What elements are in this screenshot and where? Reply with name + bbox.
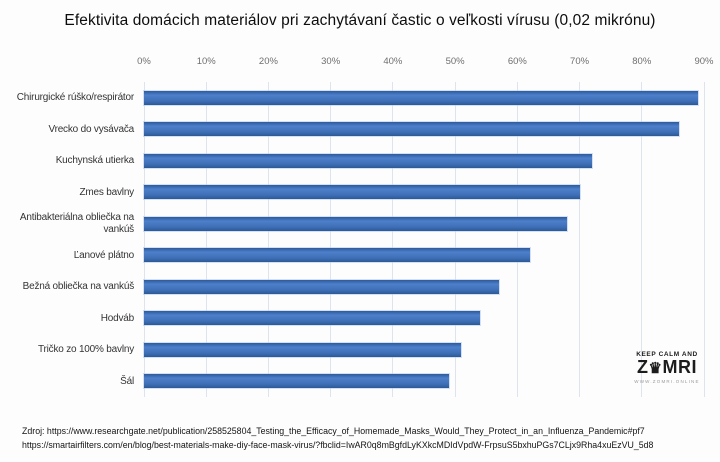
category-label: Bežná obliečka na vankúš — [22, 281, 135, 292]
x-axis-tick: 0% — [137, 56, 151, 67]
bar-4 — [144, 185, 580, 200]
category-axis: Chirurgické rúško/respirátor Vrecko do vy… — [0, 82, 138, 397]
bar-row — [144, 177, 704, 209]
source-line-1: Zdroj: https://www.researchgate.net/publ… — [22, 426, 645, 436]
bar-2 — [144, 122, 680, 137]
gridline — [516, 82, 518, 397]
bar-9 — [144, 342, 462, 357]
bar-10 — [144, 374, 449, 389]
category-label: Ľanové plátno — [73, 249, 134, 261]
gridline — [454, 82, 456, 397]
category-label: Šál — [120, 375, 134, 387]
category-label: Antibakteriálna obliečka na vankúš — [19, 212, 134, 235]
watermark-mri: MRI — [662, 357, 697, 377]
bar-8 — [144, 311, 480, 326]
x-axis-tick: 70% — [570, 56, 590, 67]
x-axis-tick: 40% — [383, 56, 403, 67]
bar-3 — [144, 153, 592, 168]
zomri-watermark: KEEP CALM AND Z♛MRI WWW.ZOMRI.ONLINE — [624, 351, 710, 384]
bar-row — [144, 303, 704, 335]
source-links: Zdroj: https://www.researchgate.net/publ… — [22, 424, 712, 452]
bar-row — [144, 208, 704, 240]
category-label: Tričko zo 100% bavlny — [37, 344, 134, 355]
source-line-2: https://smartairfilters.com/en/blog/best… — [22, 440, 654, 450]
chart-title: Efektivita domácich materiálov pri zachy… — [64, 12, 656, 29]
bar-1 — [144, 90, 698, 105]
watermark-url-text: WWW.ZOMRI.ONLINE — [634, 379, 700, 384]
category-label: Chirurgické rúško/respirátor — [16, 92, 134, 103]
bar-5 — [144, 216, 568, 231]
category-label: Kuchynská utierka — [55, 155, 135, 166]
x-axis-tick: 90% — [694, 56, 714, 67]
bar-row — [144, 145, 704, 177]
x-axis-tick: 10% — [196, 56, 216, 67]
bar-row — [144, 114, 704, 146]
bar-row — [144, 82, 704, 114]
gridline — [205, 82, 207, 397]
gridline — [703, 82, 705, 397]
bar-row — [144, 334, 704, 366]
gridline — [267, 82, 269, 397]
gridline — [392, 82, 394, 397]
x-axis: 0% 10% 20% 30% 40% 50% 60% 70% 80% 90% — [137, 56, 713, 70]
category-label: Hodváb — [100, 312, 134, 324]
watermark-keep-calm-text: KEEP CALM AND — [636, 351, 698, 358]
bar-row — [144, 366, 704, 398]
watermark-z: Z — [637, 357, 649, 377]
x-axis-tick: 30% — [321, 56, 341, 67]
bar-6 — [144, 248, 530, 263]
gridline — [641, 82, 643, 397]
gridline — [330, 82, 332, 397]
x-axis-tick: 50% — [445, 56, 465, 67]
bar-7 — [144, 279, 499, 294]
x-axis-tick: 60% — [507, 56, 527, 67]
category-label: Zmes bavlny — [79, 186, 135, 198]
bar-row — [144, 240, 704, 272]
gridline — [579, 82, 581, 397]
crown-icon: ♛ — [648, 360, 663, 377]
plot-area — [143, 82, 705, 398]
bar-row — [144, 271, 704, 303]
x-axis-tick: 80% — [632, 56, 652, 67]
category-label: Vrecko do vysávača — [48, 123, 134, 135]
x-axis-tick: 20% — [258, 56, 278, 67]
watermark-zomri-text: Z♛MRI — [624, 358, 710, 378]
gridline — [143, 82, 145, 397]
